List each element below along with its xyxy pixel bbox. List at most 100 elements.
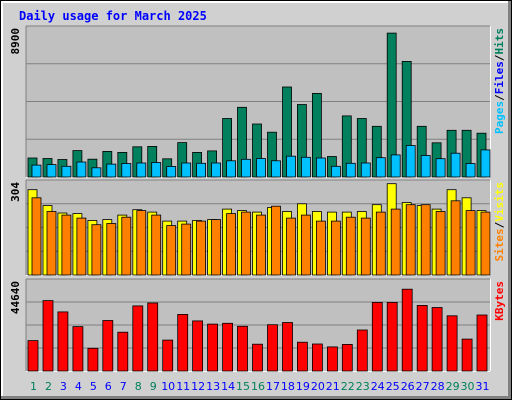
bar-files-day-20	[315, 157, 326, 178]
bar-sites-day-27	[420, 204, 431, 276]
legend-entry: Visits	[493, 182, 506, 222]
bar-kbytes-day-20	[311, 343, 323, 372]
day-label-27: 27	[416, 380, 430, 393]
bar-kbytes-day-21	[326, 346, 338, 372]
bar-files-day-24	[375, 157, 386, 178]
bar-sites-day-6	[106, 223, 117, 276]
y-max-label: 304	[9, 182, 22, 202]
legend-entry: Hits	[493, 28, 506, 55]
bar-sites-day-17	[271, 205, 281, 276]
panel-pages_files_hits: 8900 Pages/Files/Hits	[9, 25, 506, 178]
day-label-15: 15	[236, 380, 250, 393]
bar-kbytes-day-31	[476, 314, 488, 372]
legend: Pages/Files/Hits	[493, 28, 506, 134]
bar-sites-day-7	[121, 216, 132, 276]
bar-sites-day-31	[480, 211, 491, 276]
y-max-label: 8900	[9, 28, 22, 55]
bar-kbytes-day-30	[461, 338, 473, 372]
bar-sites-day-14	[226, 213, 237, 276]
bar-sites-day-20	[315, 220, 326, 276]
bar-kbytes-day-8	[132, 305, 144, 372]
bar-kbytes-day-6	[102, 320, 114, 372]
bar-kbytes-day-12	[192, 320, 204, 372]
frame-shadow-right	[508, 1, 511, 399]
bar-kbytes-day-27	[416, 304, 428, 372]
bar-kbytes-day-3	[57, 311, 69, 372]
bar-sites-day-30	[465, 210, 476, 276]
bar-files-day-29	[450, 152, 461, 178]
bar-sites-day-16	[256, 214, 266, 276]
bar-sites-day-3	[61, 214, 72, 276]
legend-entry: /	[493, 221, 506, 228]
day-label-22: 22	[341, 380, 355, 393]
day-labels: 1 2 3 4 5 6 7 8 9 10 11 12 13 14 15 16 17 18 19 20 21 22 23 24 2…	[30, 380, 490, 393]
bar-kbytes-day-26	[401, 288, 413, 372]
bar-files-day-28	[435, 158, 446, 178]
bar-kbytes-day-22	[341, 343, 353, 372]
bar-sites-day-25	[390, 208, 401, 276]
bar-sites-day-22	[345, 216, 356, 276]
bar-kbytes-day-7	[117, 331, 129, 372]
bar-files-day-12	[196, 162, 207, 178]
frame-highlight-left	[1, 1, 3, 398]
bar-files-day-10	[166, 165, 177, 178]
bar-sites-day-23	[360, 217, 371, 276]
bar-files-day-26	[405, 145, 416, 178]
bar-kbytes-day-4	[72, 326, 84, 372]
day-label-25: 25	[386, 380, 400, 393]
bar-sites-day-12	[196, 220, 207, 276]
legend-entry: /	[493, 54, 506, 61]
bar-kbytes-day-2	[42, 300, 54, 372]
panel-kbytes: 44640 KBytes	[9, 278, 506, 372]
bar-kbytes-day-5	[87, 347, 99, 372]
day-label-31: 31	[476, 380, 490, 393]
day-label-11: 11	[176, 380, 190, 393]
bar-sites-day-2	[46, 211, 57, 276]
day-label-30: 30	[461, 380, 475, 393]
day-label-14: 14	[221, 380, 235, 393]
bar-files-day-5	[91, 167, 102, 178]
bar-kbytes-day-19	[296, 341, 308, 372]
bar-kbytes-day-11	[177, 313, 189, 372]
legend: KBytes	[493, 281, 506, 321]
bar-sites-day-29	[450, 200, 461, 276]
bar-files-day-17	[271, 160, 281, 178]
bar-kbytes-day-1	[27, 340, 39, 372]
day-label-7: 7	[120, 380, 127, 393]
bar-kbytes-day-15	[237, 325, 248, 372]
bar-sites-day-1	[31, 197, 42, 276]
day-label-26: 26	[401, 380, 415, 393]
day-label-20: 20	[311, 380, 325, 393]
bar-sites-day-11	[181, 223, 192, 276]
bar-sites-day-9	[151, 214, 162, 276]
chart-panels: 8900 Pages/Files/Hits 304 Sites/Visits 44640…	[9, 25, 506, 372]
bar-kbytes-day-10	[162, 339, 174, 372]
bar-sites-day-19	[300, 214, 311, 276]
day-label-1: 1	[30, 380, 37, 393]
bar-files-day-13	[211, 162, 222, 178]
frame-highlight-top	[1, 1, 510, 3]
bar-files-day-22	[345, 162, 356, 178]
legend: Sites/Visits	[493, 182, 506, 262]
bar-kbytes-day-16	[252, 343, 263, 372]
bar-kbytes-day-13	[207, 323, 219, 372]
legend-entry: /	[493, 94, 506, 101]
bar-files-day-30	[465, 163, 476, 178]
bar-kbytes-day-17	[267, 324, 278, 372]
panel-sites_visits: 304 Sites/Visits	[9, 179, 506, 276]
bar-sites-day-26	[405, 204, 416, 276]
day-label-29: 29	[446, 380, 460, 393]
bar-files-day-19	[300, 156, 311, 178]
bar-files-day-3	[61, 165, 72, 178]
bar-files-day-21	[330, 165, 341, 178]
day-label-8: 8	[135, 380, 142, 393]
bar-files-day-18	[286, 155, 296, 178]
bar-sites-day-13	[211, 219, 222, 276]
bar-files-day-8	[136, 162, 147, 178]
bar-sites-day-24	[375, 211, 386, 276]
day-label-9: 9	[150, 380, 157, 393]
bar-files-day-15	[241, 158, 251, 178]
bar-files-day-11	[181, 162, 192, 178]
bar-kbytes-day-24	[371, 301, 383, 372]
